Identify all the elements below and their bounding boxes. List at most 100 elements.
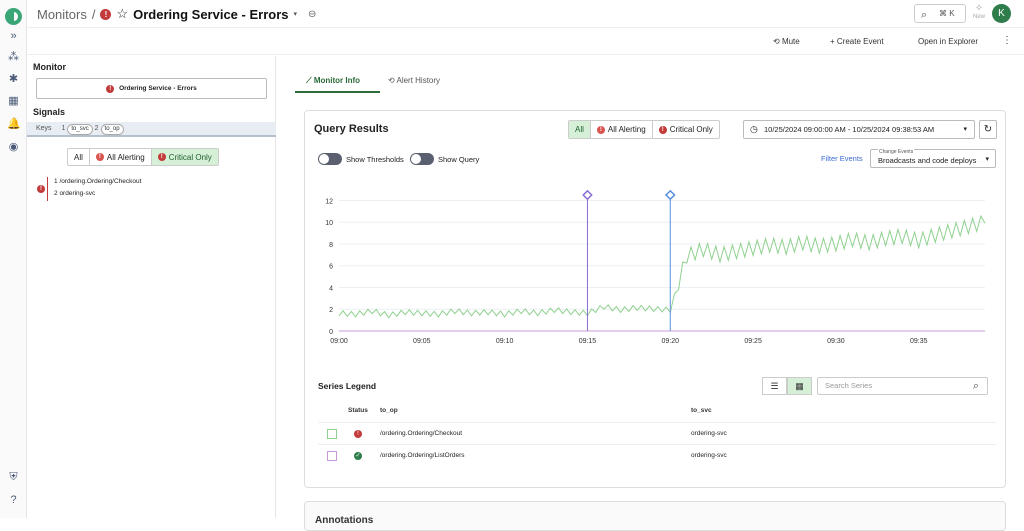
history-icon: ⟲ [388,76,397,85]
expand-icon[interactable]: » [10,30,17,42]
breadcrumb-monitors-link[interactable]: Monitors [37,6,87,22]
y-tick-label: 0 [329,329,333,336]
change-events-select[interactable]: Change Events Broadcasts and code deploy… [870,149,996,168]
list-view-button[interactable]: ☰ [762,377,787,395]
table-row[interactable]: ! /ordering.Ordering/Checkout ordering-s… [318,422,996,444]
refresh-icon: ↻ [983,124,993,135]
help-icon[interactable]: ? [10,494,17,506]
x-tick-label: 09:00 [330,338,348,345]
list-view-icon: ☰ [770,380,779,391]
filter-events-link[interactable]: Filter Events [821,154,863,163]
toggle-switch[interactable] [410,153,434,165]
tab-monitor-info-label: Monitor Info [313,76,361,85]
topology-icon[interactable]: ✱ [8,73,19,85]
mute-button[interactable]: ⟲ Mute [773,37,800,46]
annotations-card: Annotations [304,501,1006,531]
row-to-op: /ordering.Ordering/ListOrders [380,452,465,459]
filter-critical-button[interactable]: ! Critical Only [151,149,218,165]
title-dropdown-chevron-icon[interactable]: ▾ [293,11,297,18]
alerts-bell-icon[interactable]: 🔔 [7,118,21,130]
change-events-value: Broadcasts and code deploys [878,156,977,165]
keys-label: Keys [36,125,52,132]
ok-status-check-icon: ✓ [354,452,362,460]
show-thresholds-toggle[interactable]: Show Thresholds [318,153,404,165]
chevron-down-icon: ▾ [963,126,967,133]
alerting-icon: ! [95,153,104,161]
signal-marker [47,177,48,201]
column-header-status: Status [348,407,368,414]
chart-line-icon: ⟋ [306,76,314,85]
filter-critical-label: Critical Only [168,152,212,162]
show-query-toggle[interactable]: Show Query [410,153,479,165]
query-filter-critical-button[interactable]: ! Critical Only [653,121,719,138]
y-tick-label: 4 [329,285,333,292]
signal-line-2: 2 ordering-svc [54,190,95,197]
signal-filter-segment: All ! All Alerting ! Critical Only [67,148,219,166]
alerting-icon: ! [596,125,605,134]
x-tick-label: 09:10 [496,338,514,345]
query-results-title: Query Results [314,123,389,135]
chevron-down-icon: ▾ [985,156,989,163]
filter-all-button[interactable]: All [68,149,90,165]
mute-label: Mute [781,37,800,46]
event-marker-diamond [582,189,593,201]
copy-link-icon[interactable]: ⊖ [308,8,317,20]
series-color-checkbox[interactable] [327,429,337,439]
key-chip-to-svc[interactable]: to_svc [67,124,93,135]
column-header-to-svc: to_svc [691,407,712,414]
command-search-button[interactable]: ⌕ ⌘ K [914,4,966,23]
tab-alert-history[interactable]: ⟲ Alert History [388,76,440,85]
key-index: 2 [94,125,99,132]
critical-icon: ! [157,153,166,161]
open-explorer-button[interactable]: Open in Explorer [918,37,979,46]
breadcrumb-separator: / [91,6,96,22]
signal-index: 1 [54,178,58,185]
active-tab-indicator [295,91,380,93]
series-color-checkbox[interactable] [327,451,337,461]
create-event-label: Create Event [836,37,884,46]
y-tick-label: 6 [329,264,333,271]
x-tick-label: 09:20 [662,338,680,345]
toggle-switch[interactable] [318,153,342,165]
security-shield-icon[interactable]: ⛨ [9,471,18,483]
x-tick-label: 09:15 [579,338,597,345]
row-to-op: /ordering.Ordering/Checkout [380,430,463,437]
date-range-value: 10/25/2024 09:00:00 AM - 10/25/2024 09:3… [764,125,935,134]
critical-status-icon: ! [354,430,362,438]
tab-monitor-info[interactable]: ⟋ Monitor Info [306,76,360,86]
avatar[interactable]: K [992,4,1011,23]
refresh-button[interactable]: ↻ [979,120,997,139]
search-series-input[interactable]: Search Series ⌕ [817,377,988,395]
query-filter-all-button[interactable]: All [569,121,591,138]
star-icon[interactable]: ☆ [116,6,129,21]
create-event-button[interactable]: + Create Event [830,37,884,46]
query-chart[interactable]: 0 2 4 6 8 10 12 09:00 09:05 09:10 09:15 09:20 09:25 0… [305,181,1005,371]
x-tick-label: 09:25 [744,338,762,345]
query-filter-alerting-label: All Alerting [607,125,646,134]
key-chip-to-op[interactable]: to_op [100,124,124,135]
new-features-button[interactable]: ✧ New [971,3,987,21]
annotations-title: Annotations [315,515,374,526]
explore-compass-icon[interactable]: ◉ [8,141,19,153]
services-icon[interactable]: ⁂ [8,51,19,63]
query-filter-alerting-button[interactable]: ! All Alerting [591,121,653,138]
y-tick-label: 8 [329,242,333,249]
monitor-name-box[interactable]: ! Ordering Service - Errors [36,78,267,99]
signal-index: 2 [54,190,58,197]
query-filter-critical-label: Critical Only [669,125,713,134]
top-bar: Monitors / ! ☆ Ordering Service - Errors… [27,0,1024,28]
signals-heading: Signals [33,107,66,117]
grid-view-button[interactable]: ▦ [787,377,812,395]
filter-alerting-label: All Alerting [106,152,145,162]
filter-alerting-button[interactable]: ! All Alerting [90,149,152,165]
more-options-icon[interactable]: ⋮ [1002,35,1012,46]
tabs: ⟋ Monitor Info ⟲ Alert History [295,70,695,94]
dashboards-icon[interactable]: ▦ [8,95,19,107]
app-logo[interactable] [5,8,22,25]
y-tick-label: 12 [325,198,333,205]
date-range-picker[interactable]: ◷ 10/25/2024 09:00:00 AM - 10/25/2024 09… [743,120,975,139]
tab-alert-history-label: Alert History [396,76,441,85]
table-row[interactable]: ✓ /ordering.Ordering/ListOrders ordering… [318,444,996,466]
mute-history-icon: ⟲ [773,37,782,46]
query-filter-segment: All ! All Alerting ! Critical Only [568,120,720,139]
